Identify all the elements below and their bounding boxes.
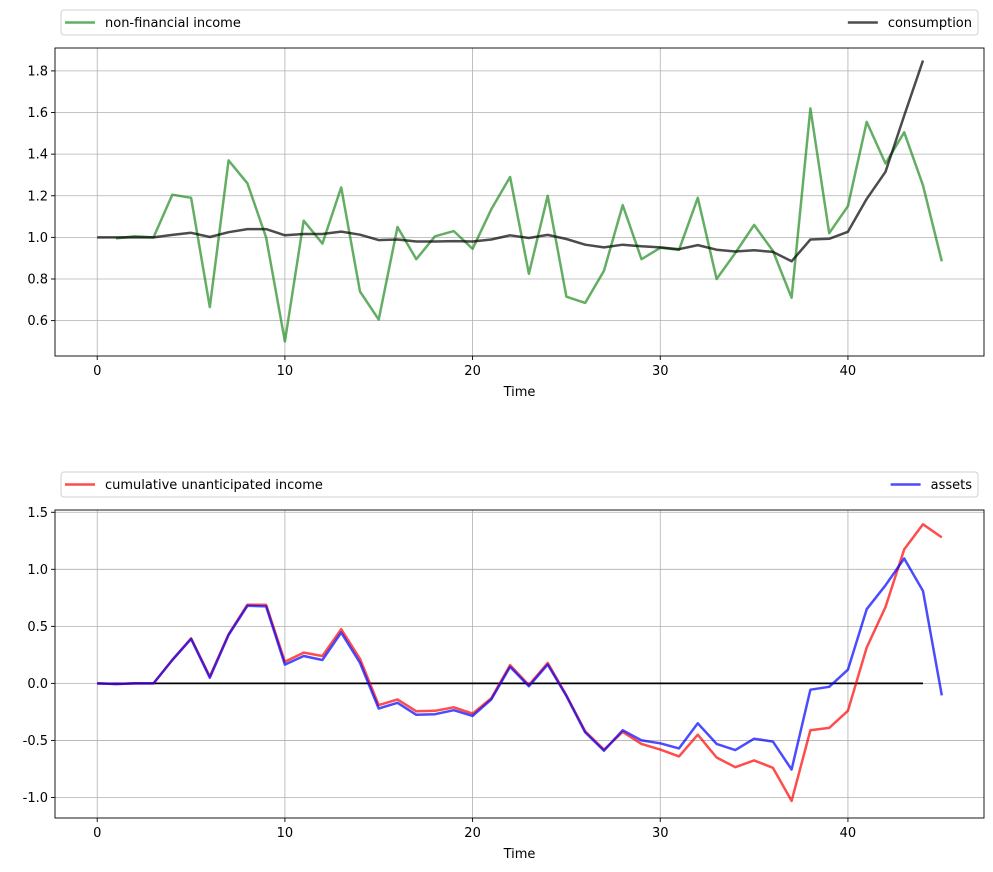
bottom-xtick-label-0: 0 [93, 826, 101, 841]
top-ytick-label-2: 1.0 [27, 231, 48, 246]
top-xtick-label-30: 30 [652, 364, 669, 379]
top-ytick-label-6: 1.8 [27, 64, 48, 79]
top-ytick-label-4: 1.4 [27, 148, 48, 163]
bottom-series-assets [97, 557, 944, 771]
top-xtick-label-20: 20 [464, 364, 481, 379]
top-legend-box [60, 9, 979, 36]
top-ytick-label-3: 1.2 [27, 189, 48, 204]
top-ytick-label-0: 0.6 [27, 314, 48, 329]
top-ytick-label-1: 0.8 [27, 273, 48, 288]
bottom-axes-frame [54, 509, 985, 819]
top-legend-label-1: consumption [888, 16, 972, 31]
top-series-consumption [97, 60, 925, 263]
top-xtick-label-0: 0 [93, 364, 101, 379]
bottom-ytick-label-4: 1.0 [27, 563, 48, 578]
bottom-series-cumulative-unanticipated-income [97, 523, 943, 803]
bottom-xtick-label-10: 10 [277, 826, 294, 841]
bottom-xlabel: Time [503, 847, 536, 862]
top-series-non-financial-income [115, 107, 944, 343]
bottom-ytick-label-5: 1.5 [27, 506, 48, 521]
top-xtick-label-40: 40 [840, 364, 857, 379]
top-xtick-label-10: 10 [277, 364, 294, 379]
top-xlabel: Time [503, 385, 536, 400]
bottom-ytick-label-1: -0.5 [23, 734, 48, 749]
bottom-legend-label-1: assets [931, 478, 973, 493]
bottom-legend-box [60, 471, 979, 498]
bottom-ytick-label-2: 0.0 [27, 677, 48, 692]
top-legend-label-0: non-financial income [105, 16, 241, 31]
bottom-xtick-label-30: 30 [652, 826, 669, 841]
top-axes-frame [54, 47, 985, 357]
bottom-ytick-label-0: -1.0 [23, 791, 48, 806]
bottom-xtick-label-40: 40 [840, 826, 857, 841]
chart-panel-bottom: 0 10 20 30 40 -1.0 -0.5 0.0 0.5 1.0 1.5 Time cumulat… [23, 471, 985, 862]
bottom-legend-label-0: cumulative unanticipated income [105, 478, 323, 493]
bottom-xtick-label-20: 20 [464, 826, 481, 841]
chart-panel-top: 0 10 20 30 40 0.6 0.8 1.0 1.2 1.4 1.6 1.8 Time non-fi… [27, 9, 985, 400]
bottom-ytick-label-3: 0.5 [27, 620, 48, 635]
top-ytick-label-5: 1.6 [27, 106, 48, 121]
